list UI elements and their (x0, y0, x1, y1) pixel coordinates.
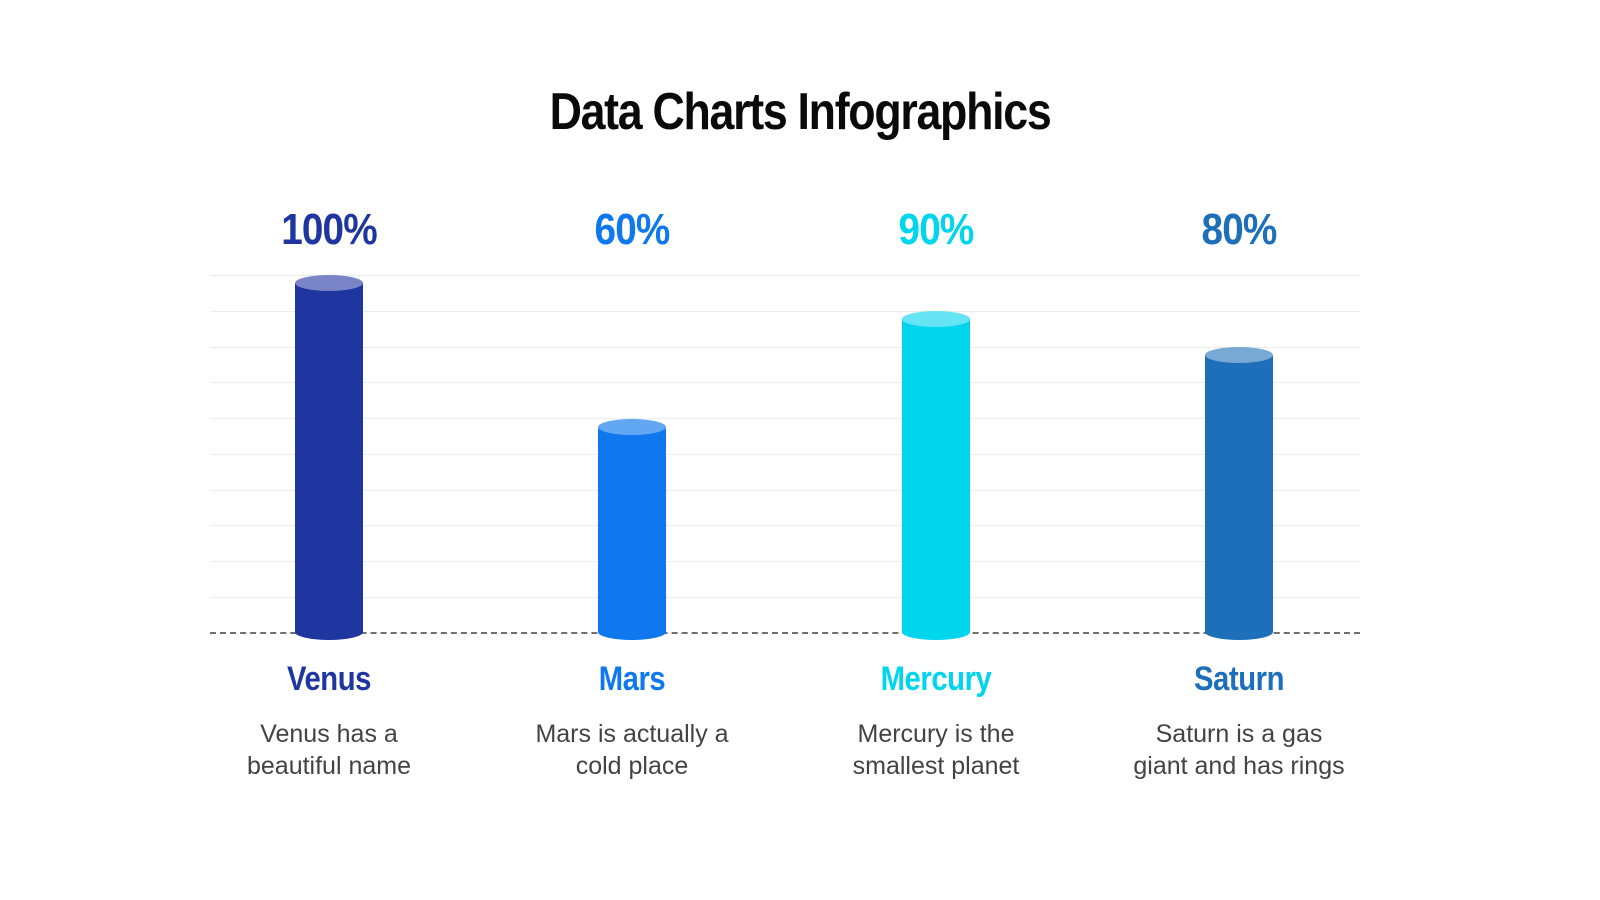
gridline (210, 418, 1360, 419)
bar-venus[interactable] (295, 275, 363, 640)
description-line: Mars is actually a (535, 720, 729, 748)
bar-bottom (902, 624, 970, 640)
bar-mercury[interactable] (902, 311, 970, 640)
chart-baseline (210, 632, 1360, 634)
gridline (210, 454, 1360, 455)
bar-bottom (295, 624, 363, 640)
gridline (210, 311, 1360, 312)
value-label-saturn: 80% (1201, 205, 1278, 254)
bar-top (295, 275, 363, 291)
bar-top (902, 311, 970, 327)
bar-bottom (598, 624, 666, 640)
gridline (210, 347, 1360, 348)
category-name-saturn: Saturn (1193, 660, 1285, 698)
bar-bottom (1205, 624, 1273, 640)
description-line: Mercury is the (857, 720, 1015, 748)
gridline (210, 275, 1360, 276)
page-title: Data Charts Infographics (549, 83, 1052, 141)
bar-body (295, 283, 363, 632)
gridline (210, 561, 1360, 562)
bar-top (598, 419, 666, 435)
value-label-mercury: 90% (898, 205, 975, 254)
description-saturn: Saturn is a gas giant and has rings (1089, 718, 1389, 782)
chart-plot-area (210, 270, 1360, 650)
bar-body (902, 319, 970, 632)
description-mercury: Mercury is the smallest planet (786, 718, 1086, 782)
description-line: cold place (575, 752, 689, 780)
description-line: Venus has a (260, 720, 398, 748)
description-mars: Mars is actually a cold place (482, 718, 782, 782)
gridline (210, 597, 1360, 598)
gridline (210, 490, 1360, 491)
bar-mars[interactable] (598, 419, 666, 640)
category-name-venus: Venus (286, 660, 371, 698)
category-name-mars: Mars (598, 660, 666, 698)
description-line: Saturn is a gas (1155, 720, 1323, 748)
gridline (210, 382, 1360, 383)
value-label-venus: 100% (281, 205, 377, 254)
gridline (210, 525, 1360, 526)
bar-body (1205, 355, 1273, 632)
description-line: beautiful name (246, 752, 411, 780)
description-venus: Venus has a beautiful name (179, 718, 479, 782)
description-line: giant and has rings (1133, 752, 1345, 780)
bar-saturn[interactable] (1205, 347, 1273, 640)
bar-body (598, 427, 666, 632)
value-label-mars: 60% (594, 205, 671, 254)
bar-top (1205, 347, 1273, 363)
description-line: smallest planet (852, 752, 1020, 780)
category-name-mercury: Mercury (880, 660, 992, 698)
